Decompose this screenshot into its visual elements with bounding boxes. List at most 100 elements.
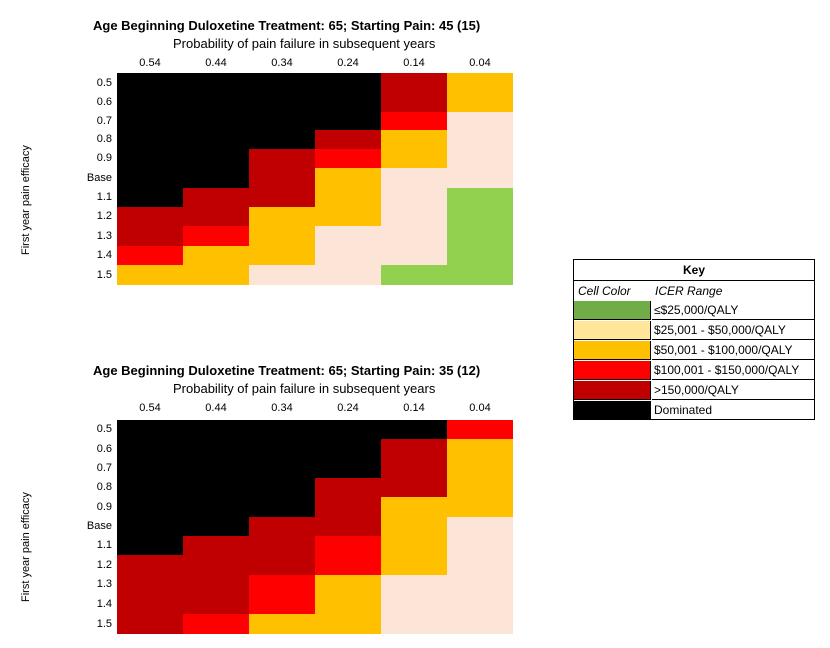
- heatmap-cell: [315, 112, 381, 130]
- heatmap-cell: [117, 439, 183, 459]
- heatmap-cell: [249, 207, 315, 226]
- heatmap-cell: [447, 112, 513, 130]
- y-tick-label: Base: [86, 520, 112, 532]
- heatmap-cell: [117, 594, 183, 614]
- heatmap-cell: [447, 207, 513, 226]
- heatmap-cell: [447, 536, 513, 555]
- heatmap-cell: [183, 459, 249, 478]
- heatmap-cell: [249, 188, 315, 207]
- heatmap-cell: [315, 207, 381, 226]
- heatmap-cell: [447, 246, 513, 265]
- legend-title: Key: [574, 260, 814, 281]
- heatmap-cell: [117, 517, 183, 536]
- heatmap-cell: [381, 73, 447, 93]
- y-tick-label: 1.3: [96, 229, 112, 242]
- heatmap-cell: [117, 112, 183, 130]
- y-tick-label: 1.5: [96, 268, 112, 281]
- heatmap-cell: [249, 226, 315, 246]
- chart-title: Age Beginning Duloxetine Treatment: 65; …: [93, 363, 481, 378]
- x-tick-label: 0.54: [139, 402, 161, 414]
- legend-key: Key Cell Color ICER Range ≤$25,000/QALY $…: [573, 259, 815, 420]
- x-tick-label: 0.44: [205, 57, 227, 69]
- x-axis-label: Probability of pain failure in subsequen…: [173, 36, 436, 51]
- heatmap-cell: [183, 478, 249, 497]
- heatmap-cell: [315, 575, 381, 594]
- heatmap-cell: [183, 420, 249, 439]
- heatmap-cell: [249, 555, 315, 575]
- x-tick-label: 0.34: [271, 57, 293, 69]
- legend-col-header-color: Cell Color: [578, 284, 631, 298]
- heatmap-cell: [447, 420, 513, 439]
- heatmap-cell: [183, 188, 249, 207]
- heatmap-cell: [183, 575, 249, 594]
- heatmap-cell: [249, 93, 315, 112]
- heatmap-cell: [183, 246, 249, 265]
- heatmap-cell: [315, 420, 381, 439]
- heatmap-cell: [447, 478, 513, 497]
- heatmap-cell: [315, 478, 381, 497]
- heatmap-cell: [447, 168, 513, 188]
- heatmap-cell: [315, 265, 381, 285]
- y-tick-label: 0.6: [96, 96, 112, 108]
- y-axis-label: First year pain efficacy: [20, 145, 32, 255]
- legend-label: $50,001 - $100,000/QALY: [652, 341, 814, 360]
- heatmap-cell: [117, 497, 183, 517]
- y-tick-label: 0.8: [96, 481, 112, 493]
- heatmap-cell: [381, 207, 447, 226]
- heatmap-cell: [117, 478, 183, 497]
- heatmap-cell: [381, 439, 447, 459]
- heatmap-cell: [315, 497, 381, 517]
- heatmap-cell: [381, 497, 447, 517]
- heatmap-cell: [381, 459, 447, 478]
- heatmap-cell: [117, 207, 183, 226]
- heatmap-cell: [183, 112, 249, 130]
- heatmap-cell: [183, 439, 249, 459]
- heatmap-cell: [447, 575, 513, 594]
- heatmap-cell: [117, 575, 183, 594]
- legend-swatch: [574, 341, 651, 360]
- heatmap-cell: [117, 226, 183, 246]
- heatmap-cell: [183, 207, 249, 226]
- heatmap-cell: [447, 439, 513, 459]
- heatmap-cell: [249, 575, 315, 594]
- heatmap-cell: [315, 188, 381, 207]
- heatmap-cell: [117, 555, 183, 575]
- x-axis-label: Probability of pain failure in subsequen…: [173, 381, 436, 396]
- heatmap-cell: [447, 614, 513, 634]
- heatmap-cell: [381, 420, 447, 439]
- heatmap-cell: [117, 93, 183, 112]
- heatmap-cell: [381, 614, 447, 634]
- heatmap-cell: [249, 130, 315, 149]
- heatmap-cell: [117, 265, 183, 285]
- heatmap-cell: [447, 73, 513, 93]
- y-tick-label: 1.3: [96, 578, 112, 590]
- heatmap-cell: [381, 575, 447, 594]
- heatmap-cell: [117, 420, 183, 439]
- heatmap-cell: [315, 594, 381, 614]
- heatmap-cell: [183, 168, 249, 188]
- legend-swatch: [574, 401, 651, 420]
- heatmap-cell: [117, 459, 183, 478]
- y-tick-label: 0.8: [96, 133, 112, 145]
- x-tick-label: 0.04: [469, 402, 491, 414]
- heatmap-cell: [117, 73, 183, 93]
- heatmap-cell: [117, 246, 183, 265]
- x-tick-label: 0.14: [403, 402, 425, 414]
- heatmap-cell: [117, 188, 183, 207]
- x-tick-label: 0.44: [205, 402, 227, 414]
- chart-title: Age Beginning Duloxetine Treatment: 65; …: [93, 18, 481, 33]
- heatmap-cell: [249, 265, 315, 285]
- y-tick-label: Base: [86, 171, 112, 184]
- y-tick-label: 0.6: [96, 442, 112, 455]
- legend-label: >150,000/QALY: [652, 381, 814, 400]
- heatmap-cell: [249, 536, 315, 555]
- x-tick-label: 0.14: [403, 57, 425, 69]
- legend-label: Dominated: [654, 403, 713, 417]
- heatmap-cell: [183, 149, 249, 168]
- y-tick-label: 1.2: [96, 558, 112, 571]
- heatmap-cell: [315, 226, 381, 246]
- y-tick-label: 1.4: [96, 249, 112, 261]
- heatmap-cell: [447, 497, 513, 517]
- heatmap-cell: [117, 614, 183, 634]
- heatmap-cell: [315, 73, 381, 93]
